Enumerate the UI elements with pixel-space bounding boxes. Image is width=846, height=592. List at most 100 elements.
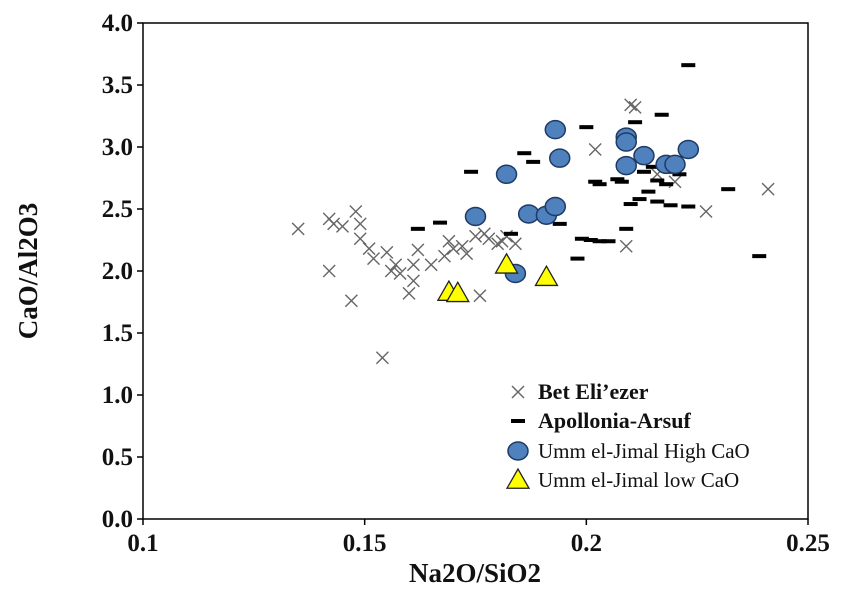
data-point	[384, 264, 398, 278]
data-point	[677, 139, 700, 160]
data-point	[632, 197, 647, 202]
x-tick-label: 0.25	[786, 530, 830, 557]
data-point	[437, 249, 451, 263]
data-point	[574, 236, 589, 241]
data-point	[322, 264, 336, 278]
series-0	[291, 98, 775, 365]
data-point	[592, 239, 607, 244]
series-1	[410, 63, 767, 261]
data-point	[659, 182, 674, 187]
data-point	[389, 258, 403, 272]
legend-label: Umm el-Jimal low CaO	[538, 468, 739, 492]
legend-label: Umm el-Jimal High CaO	[538, 439, 750, 463]
data-point	[544, 196, 567, 217]
legend-background	[497, 374, 802, 510]
data-point	[482, 232, 496, 246]
axes-group: 0.0 0.5 1.0 1.5 2.0 2.5 3.0 3.5 4.0 0.1 0.15 0.2 0.2…	[102, 10, 830, 557]
series-3	[436, 252, 559, 303]
data-point	[362, 242, 376, 256]
data-point	[552, 221, 567, 226]
data-point	[494, 252, 519, 274]
data-point	[445, 281, 470, 303]
data-point	[367, 252, 381, 266]
data-point	[664, 154, 686, 175]
data-point	[406, 258, 420, 272]
data-point	[464, 169, 479, 174]
data-point	[681, 63, 696, 68]
data-point	[610, 177, 625, 182]
data-point	[614, 179, 629, 184]
data-point	[469, 229, 482, 243]
data-point	[752, 254, 767, 259]
y-tick-label: 2.5	[102, 196, 133, 223]
data-point	[579, 125, 594, 130]
data-point	[588, 142, 602, 156]
data-point	[526, 159, 541, 164]
data-point	[344, 294, 358, 308]
data-point	[517, 204, 540, 224]
x-tick-label: 0.15	[343, 530, 387, 557]
data-point	[534, 264, 559, 287]
legend-marker	[511, 419, 525, 423]
data-point	[721, 187, 736, 192]
data-point	[588, 179, 603, 184]
legend-label: Apollonia-Arsuf	[538, 408, 691, 433]
data-point	[353, 232, 367, 246]
y-tick-label: 2.0	[102, 258, 133, 285]
y-axis-title: CaO/Al2O3	[13, 203, 43, 340]
data-point	[641, 189, 656, 194]
data-point	[406, 274, 420, 288]
data-point	[619, 239, 633, 253]
data-point	[375, 351, 389, 365]
data-point	[615, 155, 637, 176]
data-point	[654, 112, 669, 117]
data-point	[402, 286, 416, 300]
data-point	[633, 145, 655, 166]
data-point	[508, 237, 522, 251]
x-axis-title: Na2O/SiO2	[409, 558, 541, 588]
data-point	[699, 204, 713, 218]
legend-marker	[505, 467, 531, 489]
data-point	[624, 98, 638, 112]
data-point	[592, 182, 607, 187]
data-point	[636, 169, 651, 174]
data-point	[650, 199, 665, 204]
data-point	[349, 204, 363, 218]
data-point	[411, 243, 425, 257]
data-point	[442, 234, 456, 248]
data-point	[491, 237, 505, 251]
x-tick-label: 0.1	[127, 530, 158, 557]
y-tick-label: 3.0	[102, 134, 133, 161]
data-point	[380, 245, 394, 259]
data-point	[628, 100, 642, 114]
data-point	[681, 204, 696, 209]
data-point	[623, 202, 638, 207]
legend-label: Bet Eli’ezer	[538, 379, 649, 404]
y-tick-label: 0.0	[102, 506, 133, 533]
data-point	[628, 120, 643, 125]
plot-marks	[291, 63, 775, 365]
data-point	[663, 203, 678, 208]
data-point	[672, 172, 687, 177]
legend: Bet Eli’ezer Apollonia-Arsuf Umm el-Jimal …	[497, 374, 802, 510]
data-point	[464, 206, 487, 227]
data-point	[645, 164, 660, 169]
data-point	[517, 151, 532, 156]
y-tick-label: 0.5	[102, 444, 133, 471]
data-point	[473, 289, 487, 303]
legend-marker	[507, 441, 529, 461]
data-point	[761, 182, 775, 196]
data-point	[495, 164, 518, 185]
data-point	[548, 148, 571, 168]
data-point	[353, 217, 367, 231]
y-tick-label: 1.0	[102, 382, 133, 409]
data-point	[615, 132, 637, 152]
y-tick-label: 4.0	[102, 10, 133, 37]
data-point	[503, 231, 518, 236]
y-tick-label: 3.5	[102, 72, 133, 99]
data-point	[619, 226, 634, 231]
data-point	[327, 217, 341, 231]
data-point	[433, 220, 448, 225]
data-point	[650, 178, 665, 183]
